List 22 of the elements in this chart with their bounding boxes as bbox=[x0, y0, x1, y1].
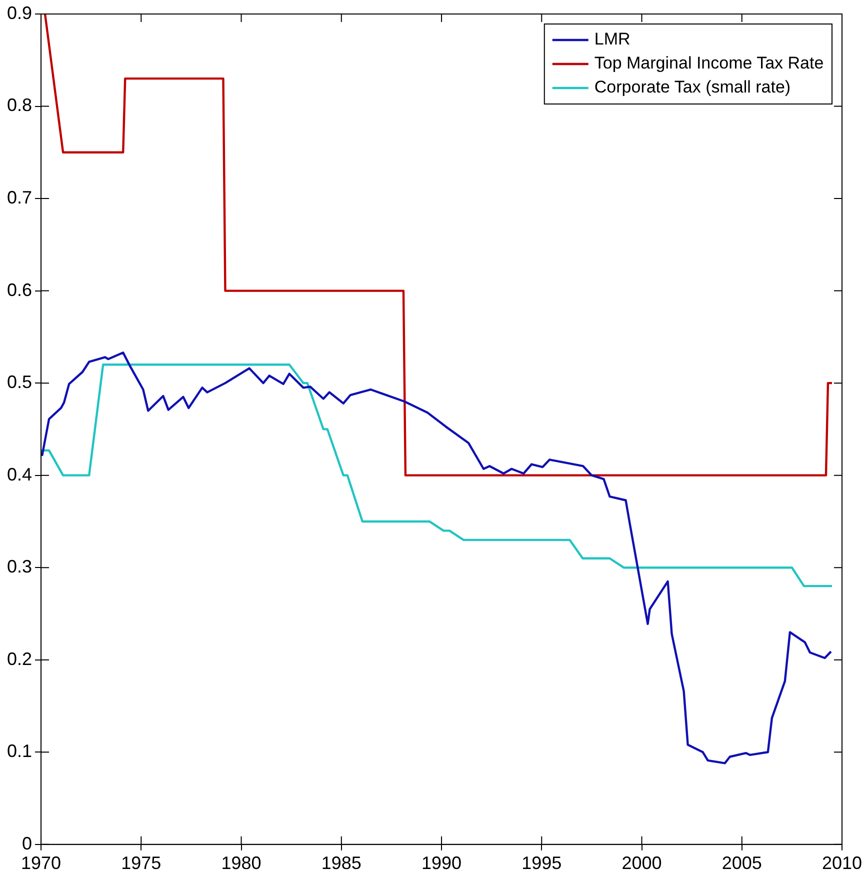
x-tick-label: 1985 bbox=[321, 853, 362, 874]
x-tick-label: 1995 bbox=[522, 853, 562, 874]
x-tick-label: 2000 bbox=[622, 853, 662, 874]
y-tick-label: 0.6 bbox=[6, 280, 32, 300]
y-tick-label: 0.5 bbox=[6, 372, 32, 392]
legend-label: Corporate Tax (small rate) bbox=[594, 78, 791, 97]
x-tick-label: 1975 bbox=[121, 853, 162, 874]
x-tick-label: 2010 bbox=[822, 853, 862, 874]
legend-label: Top Marginal Income Tax Rate bbox=[594, 54, 824, 73]
y-tick-label: 0.9 bbox=[6, 2, 32, 23]
y-tick-label: 0.1 bbox=[6, 741, 32, 762]
x-tick-label: 1970 bbox=[21, 853, 62, 874]
x-tick-label: 2005 bbox=[722, 853, 762, 874]
x-tick-label: 1990 bbox=[421, 853, 462, 874]
y-tick-label: 0.2 bbox=[6, 648, 32, 669]
legend-label: LMR bbox=[594, 30, 630, 49]
y-tick-label: 0.4 bbox=[6, 464, 32, 484]
y-tick-label: 0 bbox=[22, 833, 32, 854]
y-tick-label: 0.7 bbox=[6, 188, 32, 208]
y-tick-label: 0.8 bbox=[6, 95, 32, 116]
y-tick-label: 0.3 bbox=[6, 556, 32, 577]
x-tick-label: 1980 bbox=[221, 853, 262, 874]
